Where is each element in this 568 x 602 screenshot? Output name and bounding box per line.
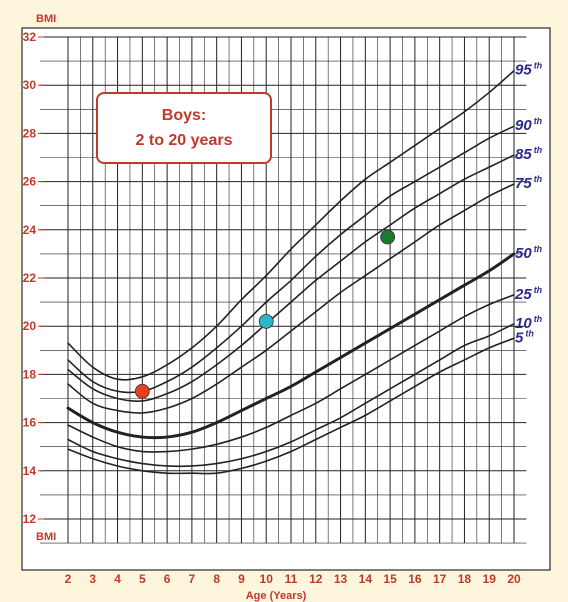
y-tick-label: 18 <box>23 367 37 381</box>
y-axis-title-bottom: BMI <box>36 531 56 543</box>
percentile-suffix: th <box>534 145 543 155</box>
y-tick-label: 26 <box>23 175 37 189</box>
y-tick-label: 20 <box>23 319 37 333</box>
x-tick-label: 9 <box>238 572 245 586</box>
bmi-data-point <box>380 229 396 245</box>
x-tick-label: 6 <box>164 572 171 586</box>
y-tick-label: 32 <box>23 30 37 44</box>
x-tick-label: 18 <box>458 572 472 586</box>
x-tick-label: 15 <box>383 572 397 586</box>
percentile-suffix: th <box>525 328 534 338</box>
y-tick-label: 12 <box>23 512 37 526</box>
x-tick-label: 10 <box>260 572 274 586</box>
x-axis-title: Age (Years) <box>246 590 307 602</box>
x-tick-label: 17 <box>433 572 447 586</box>
percentile-number: 85 <box>515 146 532 163</box>
y-tick-label: 30 <box>23 78 37 92</box>
x-tick-label: 8 <box>213 572 220 586</box>
x-tick-label: 16 <box>408 572 422 586</box>
y-axis-title-top: BMI <box>36 13 56 25</box>
percentile-suffix: th <box>534 61 543 71</box>
percentile-suffix: th <box>534 116 543 126</box>
y-tick-label: 14 <box>23 464 37 478</box>
title-box-line2: 2 to 20 years <box>136 132 233 149</box>
percentile-curve-85 <box>67 154 515 402</box>
x-tick-label: 13 <box>334 572 348 586</box>
x-tick-label: 19 <box>483 572 497 586</box>
x-tick-label: 3 <box>89 572 96 586</box>
x-tick-label: 4 <box>114 572 121 586</box>
percentile-curve-50 <box>66 252 516 440</box>
title-box-line1: Boys: <box>162 107 206 124</box>
percentile-number: 95 <box>515 62 532 79</box>
percentile-suffix: th <box>534 244 543 254</box>
title-box-frame <box>96 92 272 164</box>
percentile-curve-95 <box>67 69 515 381</box>
percentile-number: 75 <box>515 175 532 192</box>
percentile-curve-5 <box>67 337 515 475</box>
percentile-suffix: th <box>534 174 543 184</box>
percentile-suffix: th <box>534 314 543 324</box>
y-tick-label: 24 <box>23 223 37 237</box>
data-points <box>134 229 396 399</box>
percentile-number: 10 <box>515 315 532 332</box>
percentile-curve-10 <box>67 322 515 468</box>
x-tick-label: 2 <box>65 572 72 586</box>
percentile-curve-25 <box>67 294 515 453</box>
percentile-curves <box>66 69 516 475</box>
bmi-data-point <box>134 383 150 399</box>
title-box: Boys: 2 to 20 years <box>96 92 272 164</box>
x-tick-label: 7 <box>189 572 196 586</box>
tick-labels: 12 14 16 18 20 22 24 26 28 30 32 2 3 4 5 6 7 8 9 10 11 12 13 14… <box>23 30 521 586</box>
x-tick-label: 5 <box>139 572 146 586</box>
x-tick-label: 12 <box>309 572 323 586</box>
y-tick-label: 22 <box>23 271 37 285</box>
percentile-number: 50 <box>515 245 532 262</box>
bmi-data-point <box>258 313 274 329</box>
percentile-curve-75 <box>67 183 515 414</box>
y-tick-label: 28 <box>23 126 37 140</box>
x-tick-label: 14 <box>359 572 373 586</box>
percentile-number: 5 <box>515 329 524 346</box>
percentile-suffix: th <box>534 285 543 295</box>
percentile-number: 25 <box>514 286 532 303</box>
y-tick-label: 16 <box>23 416 37 430</box>
percentile-number: 90 <box>515 117 532 134</box>
x-tick-label: 20 <box>507 572 521 586</box>
x-tick-label: 11 <box>285 572 298 586</box>
